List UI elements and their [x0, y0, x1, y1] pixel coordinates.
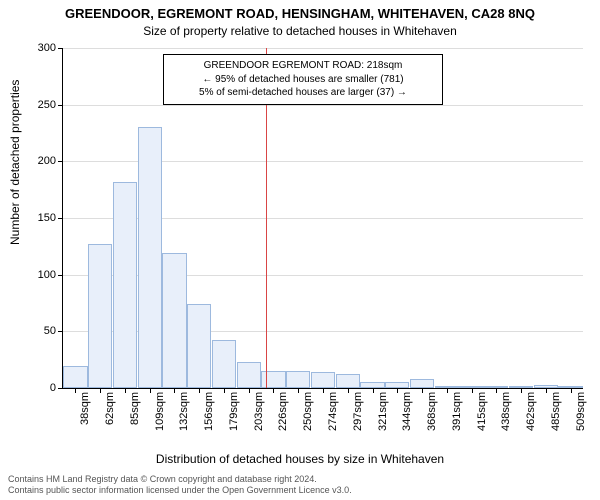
x-tick-label: 509sqm [575, 392, 587, 431]
y-tick-mark [58, 105, 63, 106]
x-tick-mark [100, 388, 101, 393]
x-tick-label: 38sqm [79, 392, 91, 425]
x-tick-label: 485sqm [550, 392, 562, 431]
x-tick-label: 250sqm [302, 392, 314, 431]
annotation-line: 5% of semi-detached houses are larger (3… [172, 86, 434, 100]
histogram-bar [187, 304, 211, 388]
y-tick-label: 200 [26, 155, 56, 167]
annotation-line: ← 95% of detached houses are smaller (78… [172, 73, 434, 87]
x-tick-mark [273, 388, 274, 393]
x-tick-label: 321sqm [377, 392, 389, 431]
x-tick-mark [125, 388, 126, 393]
histogram-bar [410, 379, 434, 388]
y-tick-label: 300 [26, 42, 56, 54]
x-tick-label: 62sqm [104, 392, 116, 425]
x-tick-label: 415sqm [476, 392, 488, 431]
gridline [63, 105, 583, 106]
histogram-bar [237, 362, 261, 388]
y-tick-label: 100 [26, 269, 56, 281]
x-axis-label: Distribution of detached houses by size … [0, 452, 600, 466]
y-tick-mark [58, 218, 63, 219]
plot-area: 38sqm62sqm85sqm109sqm132sqm156sqm179sqm2… [62, 48, 583, 389]
annotation-line: GREENDOOR EGREMONT ROAD: 218sqm [172, 59, 434, 73]
y-tick-label: 150 [26, 212, 56, 224]
histogram-bar [212, 340, 236, 388]
histogram-bar [336, 374, 360, 388]
histogram-bar [63, 366, 87, 388]
x-tick-label: 297sqm [352, 392, 364, 431]
x-tick-mark [571, 388, 572, 393]
x-tick-label: 132sqm [178, 392, 190, 431]
y-tick-mark [58, 331, 63, 332]
y-tick-mark [58, 275, 63, 276]
x-tick-label: 109sqm [154, 392, 166, 431]
chart-container: GREENDOOR, EGREMONT ROAD, HENSINGHAM, WH… [0, 0, 600, 500]
x-tick-mark [249, 388, 250, 393]
y-tick-mark [58, 161, 63, 162]
gridline [63, 48, 583, 49]
x-tick-label: 462sqm [525, 392, 537, 431]
x-tick-mark [521, 388, 522, 393]
y-tick-label: 0 [26, 382, 56, 394]
x-tick-mark [397, 388, 398, 393]
x-tick-mark [496, 388, 497, 393]
x-tick-mark [75, 388, 76, 393]
footer-attribution: Contains HM Land Registry data © Crown c… [8, 474, 352, 497]
y-tick-label: 50 [26, 325, 56, 337]
histogram-bar [286, 371, 310, 388]
x-tick-label: 179sqm [228, 392, 240, 431]
x-tick-mark [348, 388, 349, 393]
y-tick-label: 250 [26, 99, 56, 111]
x-tick-mark [447, 388, 448, 393]
histogram-bar [138, 127, 162, 388]
x-tick-mark [199, 388, 200, 393]
footer-line-1: Contains HM Land Registry data © Crown c… [8, 474, 352, 485]
x-tick-label: 391sqm [451, 392, 463, 431]
x-tick-label: 368sqm [426, 392, 438, 431]
x-tick-mark [323, 388, 324, 393]
x-tick-mark [422, 388, 423, 393]
x-tick-label: 203sqm [253, 392, 265, 431]
x-tick-label: 344sqm [401, 392, 413, 431]
footer-line-2: Contains public sector information licen… [8, 485, 352, 496]
chart-title: GREENDOOR, EGREMONT ROAD, HENSINGHAM, WH… [0, 6, 600, 21]
chart-subtitle: Size of property relative to detached ho… [0, 24, 600, 38]
histogram-bar [162, 253, 186, 388]
x-tick-label: 438sqm [500, 392, 512, 431]
annotation-box: GREENDOOR EGREMONT ROAD: 218sqm← 95% of … [163, 54, 443, 105]
x-tick-mark [546, 388, 547, 393]
x-tick-mark [150, 388, 151, 393]
x-tick-mark [472, 388, 473, 393]
x-tick-mark [373, 388, 374, 393]
x-tick-mark [298, 388, 299, 393]
histogram-bar [311, 372, 335, 388]
y-tick-mark [58, 388, 63, 389]
x-tick-label: 156sqm [203, 392, 215, 431]
x-tick-mark [174, 388, 175, 393]
x-tick-label: 274sqm [327, 392, 339, 431]
y-axis-label: Number of detached properties [8, 80, 22, 245]
histogram-bar [261, 371, 285, 388]
histogram-bar [88, 244, 112, 388]
x-tick-label: 85sqm [129, 392, 141, 425]
y-tick-mark [58, 48, 63, 49]
histogram-bar [113, 182, 137, 388]
x-tick-mark [224, 388, 225, 393]
x-tick-label: 226sqm [277, 392, 289, 431]
